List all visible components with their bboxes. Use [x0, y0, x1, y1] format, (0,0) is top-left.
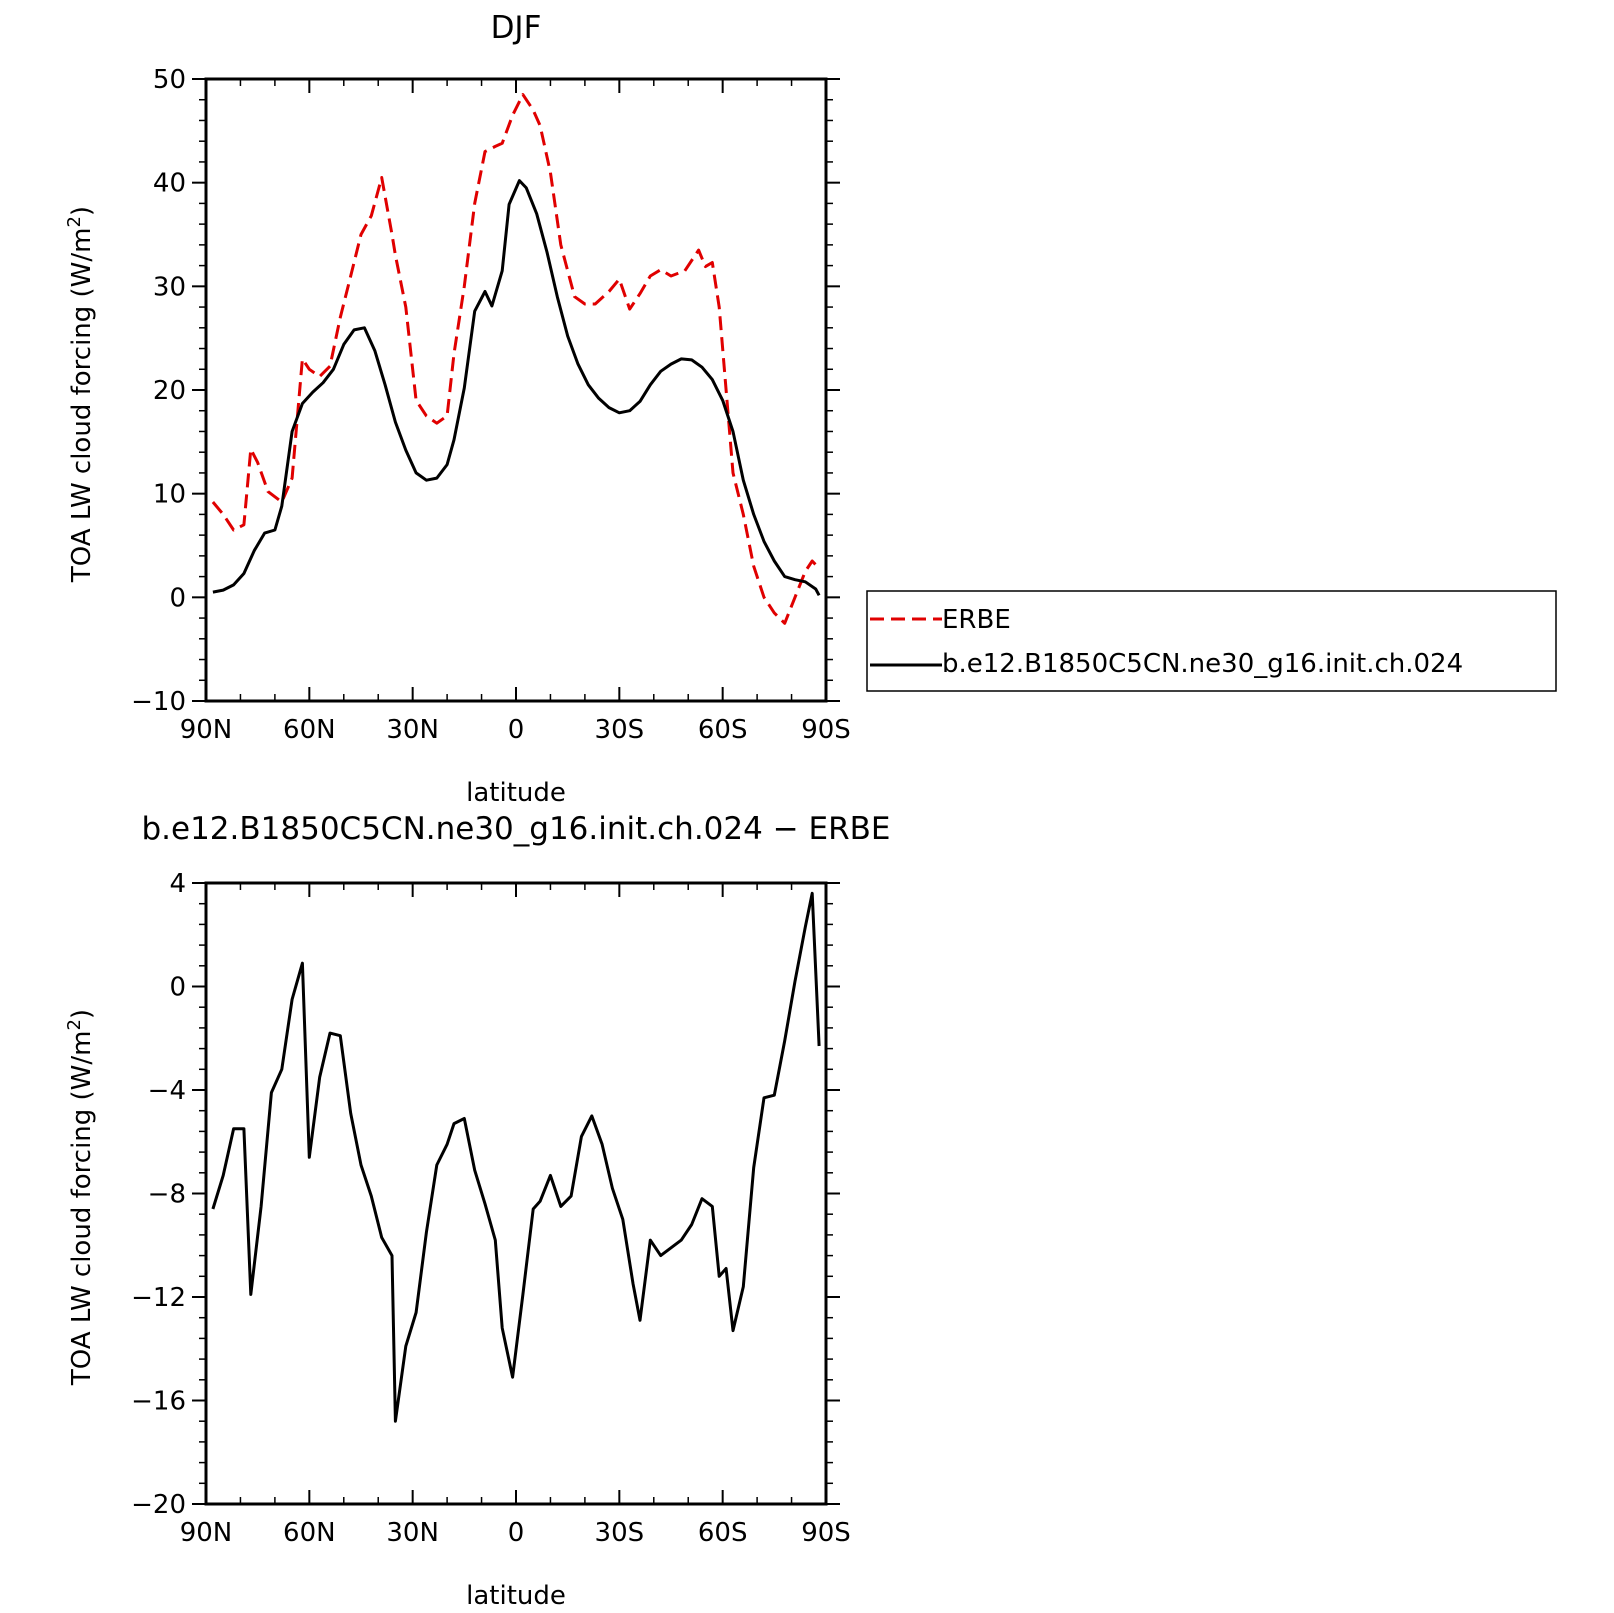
- top-panel-x-tick-label: 0: [508, 715, 525, 745]
- legend-box: [866, 590, 1557, 692]
- bottom-panel-title: b.e12.B1850C5CN.ne30_g16.init.ch.024 − E…: [141, 811, 890, 847]
- difference-series-line: [211, 891, 821, 1423]
- bottom-panel-x-tick-label: 60N: [283, 1518, 336, 1548]
- top-panel-y-tick-label: 30: [153, 272, 186, 302]
- svg-text:TOA LW cloud forcing (W/m2): TOA LW cloud forcing (W/m2): [64, 1009, 97, 1386]
- bottom-panel-y-tick-label: −16: [131, 1387, 186, 1417]
- bottom-panel-y-tick-label: −20: [131, 1490, 186, 1520]
- bottom-panel-x-tick-label: 30S: [595, 1518, 645, 1548]
- top-panel-x-tick-label: 60N: [283, 715, 336, 745]
- top-panel-y-tick-label: 20: [153, 376, 186, 406]
- top-panel-y-tick-label: 0: [169, 583, 186, 613]
- top-panel-y-tick-label: −10: [131, 687, 186, 717]
- model-series-line: [212, 179, 821, 597]
- svg-text:TOA LW cloud forcing (W/m2): TOA LW cloud forcing (W/m2): [64, 206, 97, 583]
- legend-erbe-label: ERBE: [942, 605, 1011, 635]
- top-panel-x-tick-label: 30S: [595, 715, 645, 745]
- bottom-panel-x-tick-label: 60S: [698, 1518, 748, 1548]
- top-panel-title: DJF: [491, 10, 542, 46]
- bottom-panel-y-axis-label: TOA LW cloud forcing (W/m2): [64, 1009, 97, 1386]
- legend: ERBE b.e12.B1850C5CN.ne30_g16.init.ch.02…: [866, 590, 1557, 692]
- top-panel-x-tick-label: 60S: [698, 715, 748, 745]
- legend-model-label: b.e12.B1850C5CN.ne30_g16.init.ch.024: [942, 649, 1463, 679]
- bottom-panel-y-tick-label: −12: [131, 1283, 186, 1313]
- top-panel: DJF 90N 60N 30N 0 30S 60S 90S −10 0 10 20 30 40 50 TO…: [64, 10, 851, 808]
- top-panel-x-tick-label: 30N: [386, 715, 439, 745]
- erbe-series-line: [211, 93, 821, 625]
- bottom-panel-y-tick-label: 4: [169, 869, 186, 899]
- bottom-panel-x-tick-label: 30N: [386, 1518, 439, 1548]
- bottom-panel-x-axis-label: latitude: [466, 1581, 566, 1611]
- top-panel-x-axis-label: latitude: [466, 778, 566, 808]
- top-panel-x-tick-label: 90S: [801, 715, 851, 745]
- bottom-panel-x-tick-label: 90S: [801, 1518, 851, 1548]
- bottom-panel-y-tick-label: −4: [148, 1076, 186, 1106]
- bottom-panel-frame: [204, 881, 828, 1506]
- top-panel-x-tick-label: 90N: [180, 715, 233, 745]
- bottom-panel-y-tick-label: −8: [148, 1180, 186, 1210]
- bottom-panel-y-tick-label: 0: [169, 973, 186, 1003]
- bottom-panel-x-tick-label: 0: [508, 1518, 525, 1548]
- top-panel-y-tick-label: 40: [153, 169, 186, 199]
- top-panel-y-tick-label: 10: [153, 480, 186, 510]
- top-panel-frame: [204, 77, 828, 703]
- top-panel-y-tick-label: 50: [153, 65, 186, 95]
- bottom-panel-x-tick-label: 90N: [180, 1518, 233, 1548]
- bottom-panel: b.e12.B1850C5CN.ne30_g16.init.ch.024 − E…: [64, 811, 891, 1611]
- top-panel-y-axis-label: TOA LW cloud forcing (W/m2): [64, 206, 97, 583]
